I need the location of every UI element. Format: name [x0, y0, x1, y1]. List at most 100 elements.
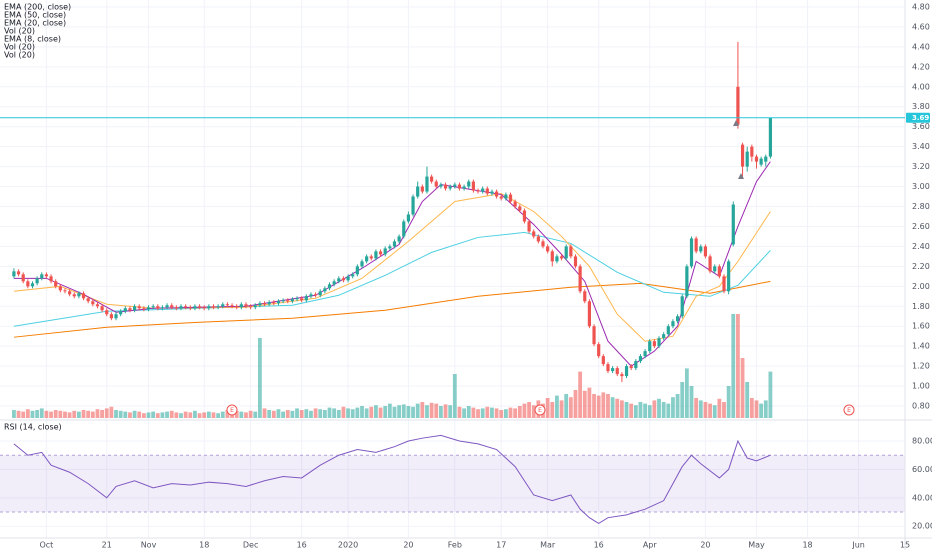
y-tick-label: 3.00 — [912, 182, 930, 191]
candle-body — [634, 361, 638, 369]
candle-body — [365, 256, 369, 262]
volume-bar — [717, 398, 722, 418]
volume-bar — [104, 408, 109, 418]
volume-bar — [21, 411, 26, 418]
volume-bar — [545, 398, 550, 418]
candle-body — [559, 256, 564, 259]
rsi-line — [13, 434, 771, 524]
candle-body — [216, 306, 220, 308]
volume-bar — [397, 405, 402, 418]
candle-body — [211, 306, 216, 308]
candle-body — [337, 278, 341, 282]
candle-body — [471, 181, 475, 191]
candle-body — [44, 274, 49, 277]
volume-bar — [374, 405, 378, 418]
volume-bar — [508, 407, 513, 418]
candle-body — [184, 306, 188, 308]
volume-bar — [671, 397, 675, 418]
volume-bar — [332, 408, 337, 418]
candle-body — [351, 274, 355, 277]
y-tick-label: 1.20 — [912, 362, 930, 371]
signal-arrow — [738, 173, 744, 179]
candle-body — [583, 291, 587, 302]
volume-bar — [248, 410, 253, 418]
earnings-marker[interactable] — [534, 404, 546, 416]
candle-body — [290, 299, 294, 302]
candle-body — [30, 283, 35, 287]
x-tick-label: 17 — [496, 541, 506, 550]
volume-bar — [606, 394, 610, 418]
volume-bar — [220, 411, 225, 418]
candle-body — [727, 261, 731, 292]
candle-body — [652, 341, 656, 347]
candle-body — [249, 306, 253, 308]
volume-bar — [234, 410, 239, 418]
candle-body — [244, 304, 248, 307]
candle-body — [332, 281, 336, 285]
candle-body — [467, 181, 471, 187]
candle-body — [239, 304, 243, 308]
volume-bar — [123, 411, 128, 418]
candle-body — [207, 306, 211, 309]
candle-body — [313, 294, 318, 296]
volume-bar — [731, 314, 736, 418]
candle-body — [731, 204, 735, 245]
volume-bar — [262, 408, 267, 418]
candle-body — [425, 176, 429, 192]
earnings-marker[interactable] — [226, 404, 238, 416]
candle-body — [114, 314, 118, 319]
x-tick-label: 18 — [199, 541, 209, 550]
volume-bar — [555, 395, 559, 418]
candle-body — [411, 196, 415, 215]
volume-bar — [517, 406, 522, 418]
volume-bar — [290, 410, 295, 418]
candle-body — [768, 117, 773, 157]
volume-bar — [72, 410, 77, 418]
y-tick-label: 1.40 — [912, 342, 930, 351]
candle-body — [77, 293, 81, 297]
candle-body — [253, 305, 257, 308]
volume — [12, 314, 773, 418]
volume-bar — [193, 410, 197, 418]
candle-body — [754, 156, 759, 162]
volume-bar — [109, 406, 114, 418]
volume-bar — [745, 382, 750, 418]
volume-bar — [336, 410, 341, 418]
candle-body — [397, 236, 401, 242]
volume-bar — [768, 371, 773, 418]
candle-body — [453, 184, 457, 187]
volume-bar — [253, 411, 258, 418]
candle-body — [346, 276, 350, 281]
candle-body — [165, 305, 169, 308]
candle-body — [569, 246, 573, 257]
volume-bar — [425, 405, 429, 418]
candle-body — [119, 311, 123, 315]
volume-bar — [531, 405, 536, 418]
candle-body — [657, 338, 661, 347]
volume-bar — [443, 404, 448, 418]
rsi-band-fill — [0, 455, 905, 513]
volume-bar — [559, 400, 564, 418]
candle-body — [736, 86, 740, 125]
candle-body — [262, 303, 267, 305]
candle-body — [745, 151, 749, 167]
rsi-band — [0, 454, 905, 513]
volume-bar — [490, 407, 494, 418]
volume-bar — [726, 386, 731, 418]
earnings-marker[interactable] — [843, 404, 855, 416]
candle-body — [597, 344, 601, 357]
volume-bar — [661, 402, 666, 418]
volume-bar — [527, 402, 531, 418]
volume-bar — [712, 405, 717, 418]
volume-bar — [318, 409, 323, 418]
candle-body — [360, 261, 364, 267]
volume-bar — [647, 405, 652, 418]
y-tick-label: 2.40 — [912, 242, 930, 251]
candles — [12, 41, 773, 383]
x-tick-label: 16 — [297, 541, 307, 550]
legend-entry: EMA (50, close) — [4, 11, 66, 20]
volume-bar — [415, 403, 420, 418]
volume-bar — [503, 409, 508, 418]
candle-body — [81, 293, 86, 299]
